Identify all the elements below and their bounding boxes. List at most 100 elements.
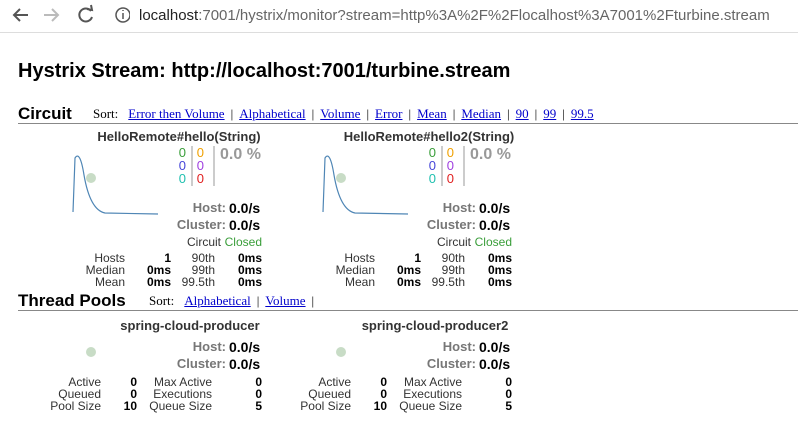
stat-label: Median	[85, 263, 125, 277]
sparkline	[72, 155, 159, 215]
sort-link[interactable]: Alphabetical	[184, 293, 251, 308]
sort-separator: |	[230, 106, 234, 121]
stat-value: 0ms	[396, 263, 421, 277]
stat-label: Queued	[308, 387, 351, 401]
request-count: 0	[178, 171, 186, 186]
cluster-label: Cluster:	[426, 217, 476, 232]
stat-value: 0	[130, 387, 137, 401]
back-button[interactable]	[12, 8, 28, 22]
sort-separator: |	[311, 106, 315, 121]
sort-separator: |	[562, 106, 565, 121]
sort-link[interactable]: Volume	[265, 293, 306, 308]
pool-name: spring-cloud-producer2	[361, 318, 509, 333]
stat-label: Active	[68, 375, 101, 389]
stat-value: 0	[255, 387, 262, 401]
stat-value: 0ms	[396, 275, 421, 289]
cluster-label: Cluster:	[426, 356, 476, 371]
sort-link[interactable]: Mean	[417, 106, 447, 121]
cluster-rate: 0.0/s	[479, 356, 511, 372]
sort-link[interactable]: 90	[515, 106, 529, 121]
info-icon	[115, 7, 130, 23]
cluster-label: Cluster:	[176, 356, 226, 371]
stat-label: 90th	[441, 251, 465, 265]
request-count: 0	[178, 158, 186, 173]
sort-bar: Sort: Alphabetical | Volume |	[149, 293, 314, 309]
sort-label: Sort:	[149, 293, 175, 308]
circuit-status: Closed	[474, 235, 512, 249]
stat-value: 10	[373, 399, 387, 413]
error-percentage: 0.0 %	[470, 146, 511, 163]
host-rate: 0.0/s	[229, 200, 261, 216]
nav-icons	[12, 4, 130, 23]
sort-separator: |	[311, 293, 315, 308]
stat-label: 99.5th	[181, 275, 215, 289]
sort-label: Sort:	[93, 106, 119, 121]
circuit-status: Closed	[224, 235, 262, 249]
sort-link[interactable]: 99	[543, 106, 557, 121]
stat-label: Executions	[403, 387, 462, 401]
stat-label: Pool Size	[50, 399, 101, 413]
stat-value: 1	[414, 251, 421, 265]
pool-bubble	[86, 347, 96, 357]
browser-toolbar: localhost:7001/hystrix/monitor?stream=ht…	[0, 0, 798, 33]
url-bar[interactable]: localhost:7001/hystrix/monitor?stream=ht…	[139, 7, 770, 24]
sort-link[interactable]: Alphabetical	[239, 106, 306, 121]
stat-value: 0ms	[237, 251, 262, 265]
reload-button[interactable]	[78, 4, 94, 23]
section-heading: Thread Pools	[18, 291, 126, 310]
stat-label: Queue Size	[149, 399, 212, 413]
circuit-label: Circuit	[436, 235, 471, 249]
stat-value: 0	[380, 375, 387, 389]
sort-separator: |	[366, 106, 370, 121]
stat-label: 90th	[191, 251, 215, 265]
host-rate: 0.0/s	[479, 339, 511, 355]
request-count: 0	[196, 145, 204, 160]
host-rate: 0.0/s	[479, 200, 511, 216]
stat-value: 5	[505, 399, 512, 413]
stat-label: Median	[335, 263, 375, 277]
stat-label: 99th	[191, 263, 215, 277]
stat-label: Max Active	[153, 375, 212, 389]
sort-separator: |	[408, 106, 412, 121]
stat-label: Mean	[94, 275, 125, 289]
host-label: Host:	[192, 200, 226, 215]
stat-label: Hosts	[344, 251, 375, 265]
stat-value: 1	[164, 251, 171, 265]
request-count: 0	[196, 171, 204, 186]
stat-value: 0	[380, 387, 387, 401]
request-count: 0	[446, 171, 454, 186]
stat-value: 0ms	[146, 275, 171, 289]
request-count: 0	[428, 171, 436, 186]
stat-value: 0ms	[487, 263, 512, 277]
sort-separator: |	[507, 106, 510, 121]
health-bubble	[86, 173, 96, 183]
stat-value: 0ms	[237, 263, 262, 277]
stat-label: 99th	[441, 263, 465, 277]
cluster-rate: 0.0/s	[479, 217, 511, 233]
host-label: Host:	[442, 339, 476, 354]
stat-value: 0ms	[487, 275, 512, 289]
stat-label: Executions	[153, 387, 212, 401]
section-heading: Circuit	[18, 104, 72, 123]
stat-value: 10	[123, 399, 137, 413]
sort-link[interactable]: Volume	[320, 106, 361, 121]
cluster-rate: 0.0/s	[229, 217, 261, 233]
circuit-label: Circuit	[186, 235, 221, 249]
stat-value: 0ms	[487, 251, 512, 265]
request-count: 0	[428, 145, 436, 160]
sort-link[interactable]: 99.5	[570, 106, 594, 121]
sort-link[interactable]: Error then Volume	[128, 106, 225, 121]
stat-value: 5	[255, 399, 262, 413]
host-label: Host:	[442, 200, 476, 215]
pool-bubble	[336, 347, 346, 357]
health-bubble	[336, 173, 346, 183]
stat-value: 0ms	[146, 263, 171, 277]
stat-label: Max Active	[403, 375, 462, 389]
sort-link[interactable]: Error	[375, 106, 403, 121]
stat-label: Queued	[58, 387, 101, 401]
sort-link[interactable]: Median	[461, 106, 502, 121]
request-count: 0	[178, 145, 186, 160]
forward-button[interactable]	[44, 8, 60, 22]
stat-value: 0	[130, 375, 137, 389]
stat-label: Pool Size	[300, 399, 351, 413]
